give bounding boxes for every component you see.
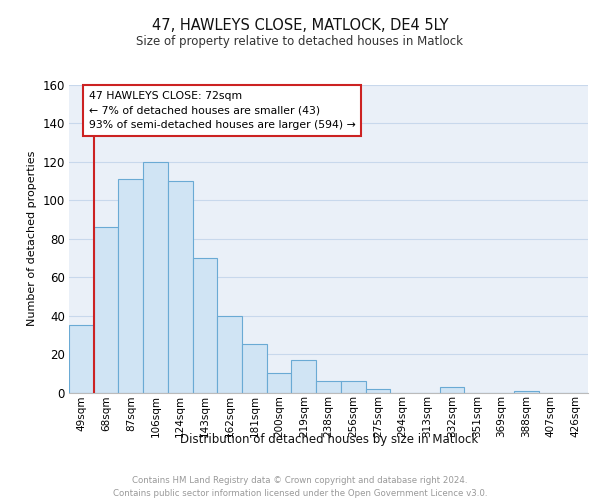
Bar [69,325,94,392]
Bar [118,179,143,392]
Text: Size of property relative to detached houses in Matlock: Size of property relative to detached ho… [137,35,464,48]
Text: 47 HAWLEYS CLOSE: 72sqm
← 7% of detached houses are smaller (43)
93% of semi-det: 47 HAWLEYS CLOSE: 72sqm ← 7% of detached… [89,91,356,130]
Bar [168,181,193,392]
Text: 47, HAWLEYS CLOSE, MATLOCK, DE4 5LY: 47, HAWLEYS CLOSE, MATLOCK, DE4 5LY [152,18,448,32]
Y-axis label: Number of detached properties: Number of detached properties [27,151,37,326]
Bar [267,374,292,392]
Bar [217,316,242,392]
Bar [514,390,539,392]
Bar [316,381,341,392]
Bar [242,344,267,393]
Bar [440,386,464,392]
Bar [94,227,118,392]
Bar [292,360,316,392]
Bar [365,388,390,392]
Text: Distribution of detached houses by size in Matlock: Distribution of detached houses by size … [179,432,478,446]
Bar [143,162,168,392]
Bar [193,258,217,392]
Text: Contains HM Land Registry data © Crown copyright and database right 2024.
Contai: Contains HM Land Registry data © Crown c… [113,476,487,498]
Bar [341,381,365,392]
